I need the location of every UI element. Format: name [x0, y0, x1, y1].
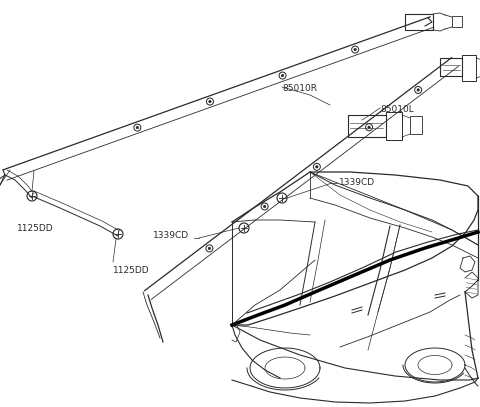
Text: 1125DD: 1125DD: [17, 224, 54, 233]
Circle shape: [316, 166, 318, 168]
Circle shape: [208, 247, 211, 249]
Circle shape: [264, 205, 266, 208]
Circle shape: [209, 101, 211, 103]
Text: 1339CD: 1339CD: [153, 231, 189, 240]
Circle shape: [136, 126, 139, 129]
Circle shape: [281, 74, 284, 77]
Text: 1339CD: 1339CD: [339, 178, 375, 187]
Circle shape: [354, 48, 356, 51]
Circle shape: [368, 126, 370, 129]
Text: 1125DD: 1125DD: [113, 266, 150, 275]
Circle shape: [417, 89, 420, 91]
Text: 85010R: 85010R: [282, 84, 317, 93]
Text: 85010L: 85010L: [380, 105, 414, 114]
